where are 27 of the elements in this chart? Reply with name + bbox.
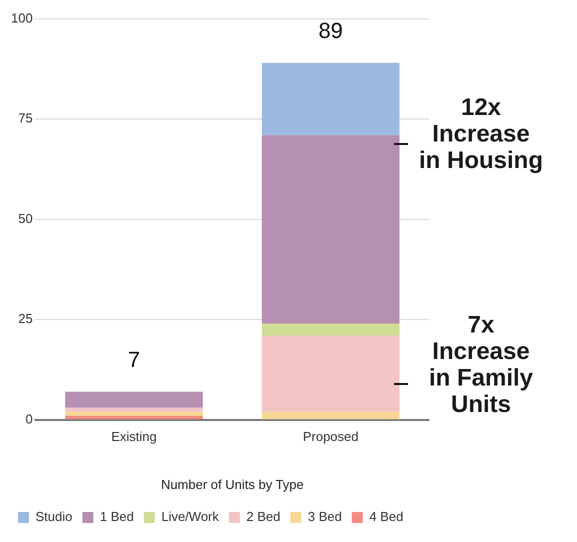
bar	[65, 392, 203, 408]
bar	[262, 135, 400, 324]
y-tick-label: 25	[18, 311, 33, 326]
total-label: 89	[318, 18, 343, 43]
x-tick-label: Proposed	[302, 429, 358, 444]
y-tick-label: 0	[25, 411, 33, 426]
legend-label: Studio	[36, 509, 72, 524]
legend-label: Live/Work	[161, 509, 220, 524]
bar	[262, 62, 400, 136]
bar	[65, 408, 203, 412]
legend-label: 4 Bed	[369, 509, 404, 524]
bar	[262, 412, 400, 420]
annotation: 12x Increase in Housing	[419, 94, 543, 174]
bar	[65, 412, 203, 416]
bar	[65, 416, 203, 420]
x-tick-label: Existing	[111, 429, 157, 444]
bar	[262, 336, 400, 412]
annotation: 7x Increase in Family Units	[428, 312, 534, 418]
y-tick-label: 100	[10, 10, 33, 26]
y-tick-label: 50	[18, 210, 33, 226]
legend-label: 1 Bed	[100, 509, 134, 524]
y-tick-label: 75	[18, 110, 33, 126]
bar	[262, 324, 400, 336]
legend-label: 2 Bed	[246, 509, 280, 524]
legend-label: 3 Bed	[308, 509, 342, 524]
x-axis-title: Number of Units by Type	[160, 476, 304, 492]
total-label: 7	[128, 346, 140, 372]
